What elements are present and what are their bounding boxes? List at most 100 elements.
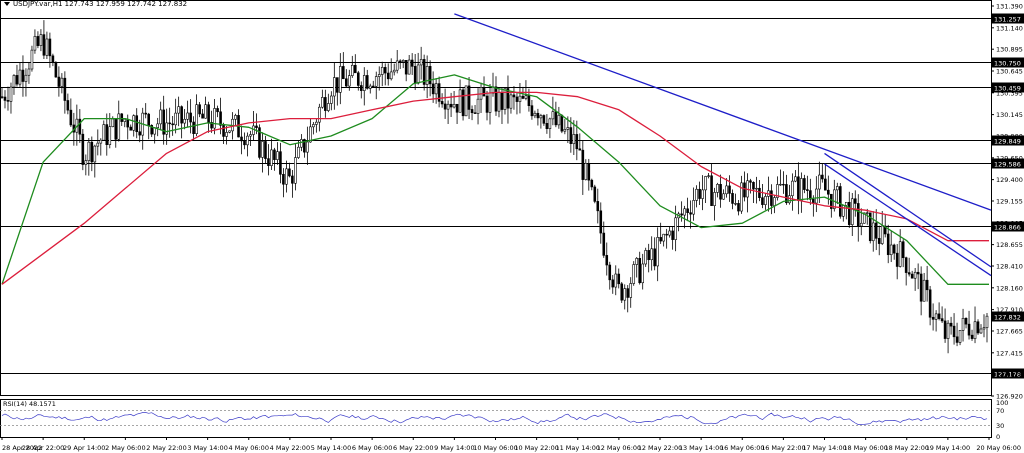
time-tick-label: 10 May 06:00 bbox=[473, 444, 518, 452]
candle-bear bbox=[273, 149, 276, 160]
candle-bear bbox=[105, 124, 109, 145]
candle-bull bbox=[452, 103, 456, 108]
candle-bear bbox=[512, 94, 516, 98]
candle-bull bbox=[225, 132, 228, 137]
candle-bear bbox=[81, 133, 85, 165]
level-price-tag bbox=[992, 221, 1024, 232]
candle-bear bbox=[578, 148, 582, 151]
candle-bull bbox=[416, 64, 420, 84]
candle-bull bbox=[117, 113, 121, 140]
time-tick-label: 16 May 22:00 bbox=[761, 444, 806, 452]
moving-averages bbox=[1, 74, 989, 285]
candle-bear bbox=[728, 185, 731, 194]
candle-bear bbox=[821, 174, 824, 180]
time-tick-label: 6 May 06:00 bbox=[352, 444, 392, 452]
candle-bear bbox=[967, 323, 971, 336]
candle-bull bbox=[389, 71, 393, 80]
candle-bull bbox=[434, 83, 438, 95]
candle-bear bbox=[671, 230, 674, 240]
time-tick-label: 18 May 06:00 bbox=[843, 444, 888, 452]
trendline bbox=[454, 13, 992, 211]
candle-bull bbox=[12, 75, 16, 88]
candle-bear bbox=[449, 103, 453, 108]
candle-bear bbox=[54, 62, 58, 78]
candle-bull bbox=[674, 217, 677, 240]
time-tick-label: 12 May 22:00 bbox=[638, 444, 683, 452]
candle-bull bbox=[204, 104, 207, 119]
candle-bear bbox=[653, 248, 656, 267]
horizontal-levels[interactable]: 131.257 130.750 130.459 129.849 129.586 128.8… bbox=[0, 13, 1024, 379]
candle-bear bbox=[809, 190, 812, 200]
candle-bull bbox=[641, 263, 644, 284]
time-tick-label: 13 May 14:00 bbox=[679, 444, 724, 452]
price-tick-label: 128.655 bbox=[996, 241, 1023, 249]
candle-bear bbox=[617, 273, 621, 285]
candle-bear bbox=[6, 100, 10, 102]
candle-bear bbox=[545, 123, 549, 129]
candle-bull bbox=[566, 127, 570, 130]
candle-bear bbox=[599, 210, 603, 234]
candle-bear bbox=[210, 122, 213, 129]
candle-bear bbox=[931, 316, 935, 320]
candle-bear bbox=[383, 67, 387, 74]
candle-bull bbox=[294, 157, 297, 184]
candle-bear bbox=[440, 101, 444, 105]
symbol-header: USDJPY.var,H1 127.743 127.959 127.742 12… bbox=[4, 0, 187, 8]
price-tick-label: 130.645 bbox=[996, 68, 1023, 76]
candle-bear bbox=[838, 186, 842, 217]
candle-bull bbox=[836, 186, 839, 191]
candle-bull bbox=[961, 317, 965, 331]
candle-bull bbox=[880, 225, 884, 244]
candle-bull bbox=[165, 122, 168, 135]
collapse-triangle-icon[interactable] bbox=[4, 2, 10, 6]
candle-bear bbox=[90, 141, 94, 163]
candle-bear bbox=[868, 212, 872, 242]
candle-bull bbox=[794, 176, 797, 182]
candle-bull bbox=[123, 118, 127, 122]
candle-bear bbox=[847, 201, 851, 225]
candle-bull bbox=[551, 111, 555, 120]
candle-bull bbox=[407, 59, 411, 75]
candle-bear bbox=[189, 112, 192, 123]
candle-bear bbox=[3, 96, 7, 101]
candle-bear bbox=[500, 92, 504, 110]
candle-bear bbox=[0, 96, 4, 98]
candle-bear bbox=[78, 118, 82, 135]
candle-bear bbox=[171, 123, 174, 126]
price-axis[interactable]: 131.390 131.140 130.895 130.645 130.395 130.1… bbox=[991, 3, 1024, 401]
candle-bear bbox=[949, 322, 953, 327]
candle-bear bbox=[689, 212, 692, 215]
candle-bull bbox=[368, 85, 372, 89]
level-price-label: 130.459 bbox=[994, 85, 1021, 93]
candle-bull bbox=[871, 222, 875, 242]
candle-bear bbox=[219, 111, 222, 126]
candle-bear bbox=[806, 189, 809, 191]
candle-bear bbox=[536, 112, 540, 119]
candle-bull bbox=[509, 94, 513, 109]
candle-bull bbox=[755, 187, 758, 190]
candle-bear bbox=[150, 125, 153, 135]
candle-bull bbox=[623, 288, 627, 301]
candle-bear bbox=[853, 198, 857, 204]
fast-ma-line bbox=[1, 74, 989, 285]
level-price-label: 128.866 bbox=[994, 224, 1021, 232]
candle-bear bbox=[680, 213, 683, 216]
candle-bull bbox=[60, 77, 64, 87]
candle-bear bbox=[647, 250, 650, 261]
trendlines[interactable] bbox=[454, 13, 992, 277]
candle-bull bbox=[707, 175, 710, 177]
candle-bear bbox=[482, 87, 486, 97]
candle-bull bbox=[174, 112, 177, 126]
candle-bull bbox=[213, 108, 216, 129]
price-tick-label: 129.650 bbox=[996, 154, 1023, 162]
candle-bull bbox=[93, 145, 97, 163]
level-price-label: 130.750 bbox=[994, 60, 1021, 68]
candle-bear bbox=[443, 103, 447, 110]
candle-bear bbox=[928, 289, 932, 318]
price-tick-label: 131.140 bbox=[996, 24, 1023, 32]
price-tick-label: 130.145 bbox=[996, 111, 1023, 119]
candle-bear bbox=[710, 175, 713, 206]
